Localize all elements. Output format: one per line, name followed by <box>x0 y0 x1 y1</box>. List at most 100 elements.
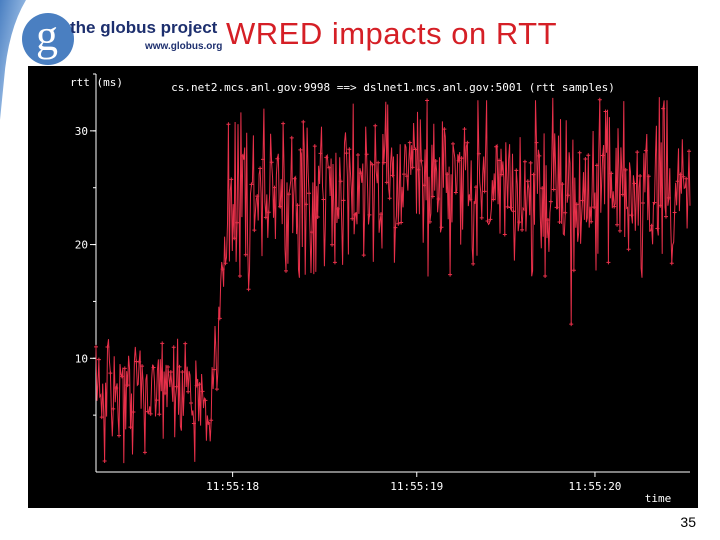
rtt-sample-point <box>664 214 669 219</box>
slide-title: WRED impacts on RTT <box>226 16 558 51</box>
rtt-sample-point <box>364 152 369 157</box>
rtt-sample-point <box>566 193 571 198</box>
rtt-sample-point <box>511 209 516 214</box>
rtt-sample-point <box>387 196 392 201</box>
rtt-sample-point <box>655 226 660 231</box>
rtt-sample-point <box>640 201 645 206</box>
rtt-sample-point <box>217 316 222 321</box>
rtt-sample-point <box>606 260 611 265</box>
rtt-sample-point <box>632 181 637 186</box>
rtt-sample-point <box>505 204 510 209</box>
rtt-sample-point <box>142 450 147 455</box>
rtt-sample-point <box>537 153 542 158</box>
rtt-sample-point <box>407 140 412 145</box>
rtt-sample-point <box>286 192 291 197</box>
rtt-sample-point <box>140 364 145 369</box>
rtt-sample-point <box>379 212 384 217</box>
rtt-sample-point <box>243 252 248 257</box>
rtt-sample-point <box>240 153 245 158</box>
rtt-sample-point <box>450 141 455 146</box>
rtt-sample-point <box>687 149 692 154</box>
rtt-sample-point <box>491 197 496 202</box>
rtt-sample-point <box>456 158 461 163</box>
logo-letter: g <box>36 11 58 60</box>
rtt-sample-point <box>177 364 182 369</box>
rtt-sample-point <box>419 158 424 163</box>
series-layer <box>94 97 692 464</box>
rtt-sample-point <box>548 199 553 204</box>
rtt-sample-point <box>543 274 548 279</box>
rtt-sample-point <box>111 406 116 411</box>
rtt-sample-point <box>183 341 188 346</box>
rtt-sample-point <box>402 172 407 177</box>
rtt-sample-point <box>174 384 179 389</box>
rtt-sample-point <box>465 140 470 145</box>
rtt-sample-point <box>433 158 438 163</box>
rtt-sample-point <box>652 200 657 205</box>
rtt-sample-point <box>666 195 671 200</box>
rtt-sample-point <box>252 228 257 233</box>
rtt-sample-point <box>324 155 329 160</box>
y-axis-label: rtt (ms) <box>70 76 123 89</box>
rtt-sample-point <box>307 191 312 196</box>
rtt-sample-point <box>367 212 372 217</box>
rtt-sample-point <box>445 172 450 177</box>
rtt-sample-point <box>214 387 219 392</box>
rtt-sample-point <box>206 420 211 425</box>
rtt-sample-point <box>330 242 335 247</box>
rtt-sample-point <box>160 341 165 346</box>
rtt-sample-point <box>502 232 507 237</box>
rtt-sample-point <box>272 185 277 190</box>
rtt-sample-point <box>508 205 513 210</box>
rtt-sample-point <box>459 156 464 161</box>
rtt-sample-point <box>425 98 430 103</box>
rtt-sample-point <box>292 176 297 181</box>
rtt-sample-point <box>517 220 522 225</box>
rtt-sample-point <box>344 151 349 156</box>
rtt-sample-point <box>94 344 98 349</box>
page-number: 35 <box>680 514 696 530</box>
rtt-sample-point <box>321 197 326 202</box>
rtt-sample-point <box>237 274 242 279</box>
rtt-sample-point <box>554 205 559 210</box>
rtt-sample-point <box>592 205 597 210</box>
rtt-sample-point <box>266 210 271 215</box>
x-axis-label: time <box>645 492 672 505</box>
rtt-sample-point <box>638 174 643 179</box>
rtt-sample-point <box>122 366 127 371</box>
plot-panel: 10 20 30 11:55:18 11:55:19 11:55:20 rtt (ms) ti… <box>28 66 698 508</box>
rtt-sample-point <box>531 172 536 177</box>
rtt-sample-point <box>520 227 525 232</box>
rtt-sample-point <box>416 167 421 172</box>
rtt-sample-point <box>684 176 689 181</box>
y-tick-label-10: 10 <box>75 352 88 365</box>
rtt-sample-point <box>194 383 199 388</box>
rtt-sample-point <box>399 220 404 225</box>
logo-name: the globus project <box>70 18 218 37</box>
rtt-sample-point <box>186 389 191 394</box>
rtt-sample-point <box>525 179 530 184</box>
rtt-sample-point <box>295 203 300 208</box>
rtt-sample-point <box>560 182 565 187</box>
rtt-sample-point <box>128 425 133 430</box>
rtt-sample-point <box>436 196 441 201</box>
rtt-sample-point <box>226 122 231 127</box>
rtt-sample-point <box>361 253 366 258</box>
rtt-sample-point <box>312 144 317 149</box>
rtt-sample-point <box>462 127 467 132</box>
rtt-sample-point <box>309 230 314 235</box>
rtt-sample-point <box>381 160 386 165</box>
rtt-sample-point <box>678 172 683 177</box>
rtt-sample-point <box>275 156 280 161</box>
y-tick-label-30: 30 <box>75 125 88 138</box>
rtt-sample-point <box>658 203 663 208</box>
rtt-sample-point <box>393 225 398 230</box>
rtt-sample-point <box>422 183 427 188</box>
rtt-sample-point <box>439 225 444 230</box>
rtt-chart: 10 20 30 11:55:18 11:55:19 11:55:20 rtt (ms) ti… <box>70 73 692 505</box>
rtt-sample-point <box>376 160 381 165</box>
rtt-sample-point <box>223 261 228 266</box>
rtt-sample-point <box>154 398 159 403</box>
rtt-sample-point <box>413 147 418 152</box>
rtt-sample-point <box>626 247 631 252</box>
